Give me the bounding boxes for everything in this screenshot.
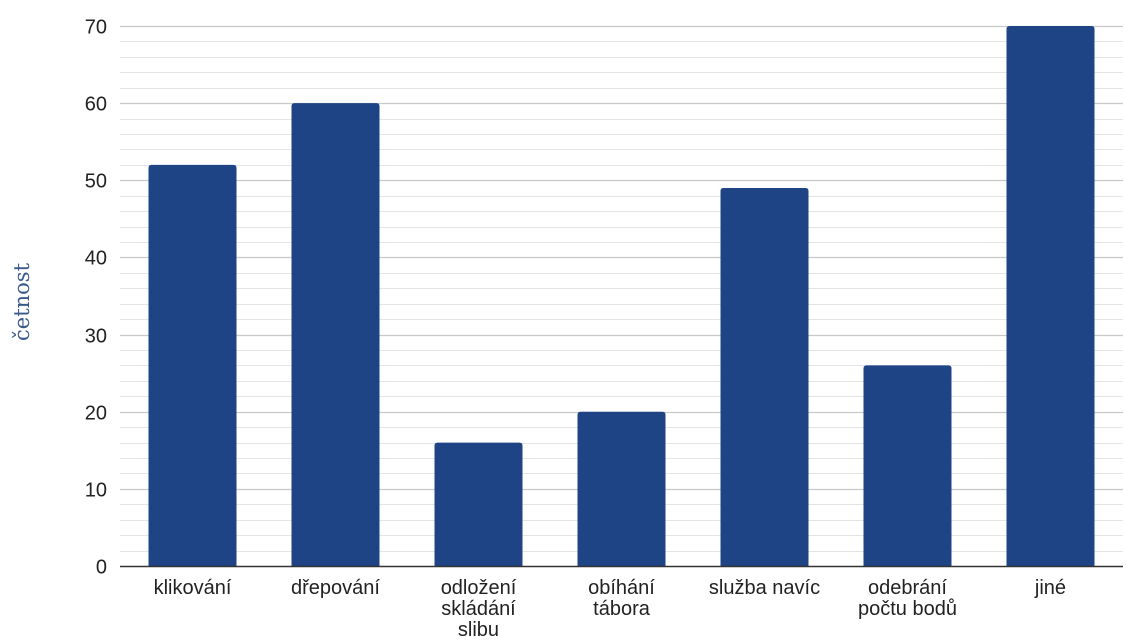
x-tick-label: klikování bbox=[154, 577, 232, 599]
bar bbox=[434, 442, 523, 566]
minor-gridlines bbox=[120, 41, 1123, 552]
bar bbox=[577, 411, 666, 566]
y-tick-label: 10 bbox=[85, 480, 107, 502]
y-tick-label: 20 bbox=[85, 403, 107, 425]
x-tick-label: odebrání počtu bodů bbox=[858, 577, 957, 620]
x-tick-label: obíhání tábora bbox=[588, 577, 655, 620]
y-tick-label: 30 bbox=[85, 326, 107, 348]
x-axis-category-labels: klikování dřepování odložení skládání slibu o… bbox=[154, 577, 1066, 641]
bar bbox=[148, 164, 237, 566]
y-tick-label: 50 bbox=[85, 171, 107, 193]
bar bbox=[1006, 26, 1095, 566]
y-tick-label: 60 bbox=[85, 94, 107, 116]
x-tick-label: jiné bbox=[1034, 577, 1066, 599]
x-tick-label: dřepování bbox=[291, 577, 380, 599]
x-tick-label: odložení skládání slibu bbox=[441, 577, 517, 641]
bars bbox=[148, 26, 1095, 567]
y-tick-label: 70 bbox=[85, 17, 107, 39]
y-axis-title: četnost bbox=[10, 262, 34, 341]
x-tick-label: služba navíc bbox=[709, 577, 820, 599]
y-axis-tick-labels: 0 10 20 30 40 50 60 70 bbox=[85, 17, 107, 579]
bar bbox=[863, 365, 952, 566]
bar bbox=[720, 188, 809, 566]
y-tick-label: 0 bbox=[96, 557, 107, 579]
bar bbox=[291, 103, 380, 567]
y-tick-label: 40 bbox=[85, 248, 107, 270]
